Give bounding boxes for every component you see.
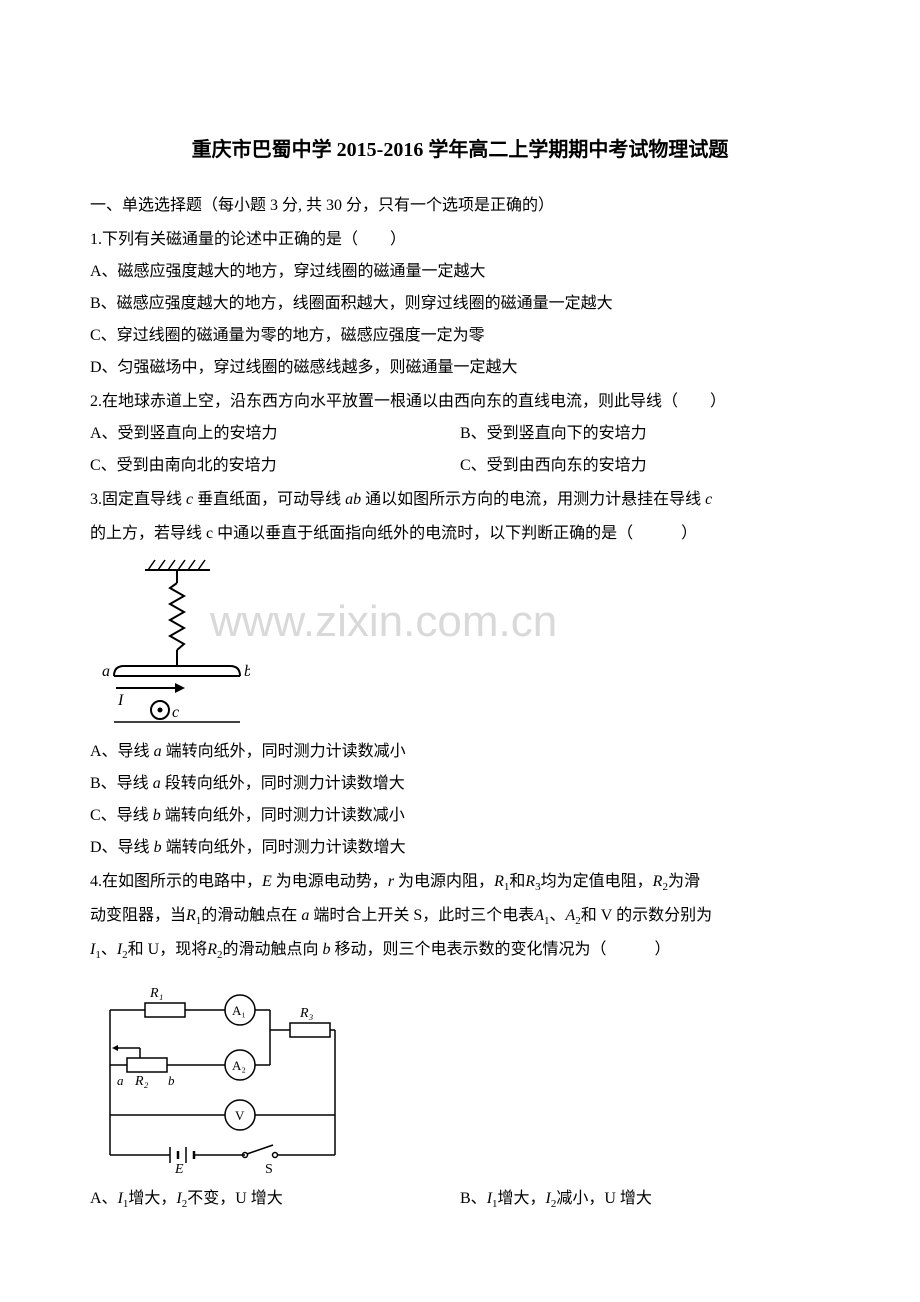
fig4-V: V [235,1108,245,1123]
q3b-it: a [153,775,161,792]
fig4-a: a [117,1073,124,1088]
fig4-R3: R₃ [299,1006,314,1021]
q4oa1: A、 [90,1190,118,1207]
fig4-E: E [174,1162,184,1175]
q4s2: 为电源电动势， [272,873,388,890]
q3c2: 端转向纸外，同时测力计读数减小 [161,807,405,824]
q3d-it: b [154,839,162,856]
q2-row2: C、受到由南向北的安培力 C、受到由西向东的安培力 [90,450,830,482]
q2-stem: 2.在地球赤道上空，沿东西方向水平放置一根通以由西向东的直线电流，则此导线（ ） [90,386,830,418]
q3c-it: b [153,807,161,824]
fig3-c: c [172,704,179,721]
q3-figure-wrap: www.zixin.com.cn a b [90,558,830,728]
q3-option-d: D、导线 b 端转向纸外，同时测力计读数增大 [90,832,830,864]
q3-svg: a b I c [90,558,250,728]
fig3-I: I [117,692,124,709]
q4A1: A [534,907,544,924]
q3-c2: c [705,491,712,508]
q3b1: B、导线 [90,775,153,792]
q4s3: 为电源内阻， [394,873,494,890]
fig3-b: b [244,663,250,680]
q4s5: 均为定值电阻， [541,873,653,890]
q3a-it: a [154,743,162,760]
q1-stem: 1.下列有关磁通量的论述中正确的是（ ） [90,224,830,256]
q4l2e: 和 V 的示数分别为 [581,907,712,924]
fig4-R1: R₁ [149,986,163,1001]
exam-title: 重庆市巴蜀中学 2015-2016 学年高二上学期期中考试物理试题 [90,130,830,170]
q4R1b: R [186,907,196,924]
q1-option-d: D、匀强磁场中，穿过线圈的磁感线越多，则磁通量一定越大 [90,352,830,384]
q4l2d: 、 [550,907,566,924]
q2-option-a: A、受到竖直向上的安培力 [90,418,460,450]
fig4-A2: A₂ [232,1058,246,1073]
fig3-a: a [102,663,110,680]
q4-option-a: A、I1增大，I2不变，U 增大 [90,1183,460,1215]
q4l3b: 、 [101,941,117,958]
q3a1: A、导线 [90,743,154,760]
q4ob1: B、 [460,1190,487,1207]
q4-opt-row: A、I1增大，I2不变，U 增大 B、I1增大，I2减小，U 增大 [90,1183,830,1215]
exam-page: 重庆市巴蜀中学 2015-2016 学年高二上学期期中考试物理试题 一、单选选择… [0,0,920,1255]
q2-row1: A、受到竖直向上的安培力 B、受到竖直向下的安培力 [90,418,830,450]
q2-option-b: B、受到竖直向下的安培力 [460,418,830,450]
q3d1: D、导线 [90,839,154,856]
q3-s3: 通以如图所示方向的电流，用测力计悬挂在导线 [361,491,705,508]
q3-ab: ab [345,491,361,508]
q3-s1: 3.固定直导线 [90,491,186,508]
q4oa2: 增大， [128,1190,176,1207]
q3-option-a: A、导线 a 端转向纸外，同时测力计读数减小 [90,736,830,768]
q4l2c: 端时合上开关 S，此时三个电表 [309,907,534,924]
q3c1: C、导线 [90,807,153,824]
q4R1: R [494,873,504,890]
q4-figure: E S R₁ A₁ R₃ [90,975,830,1175]
q4l3e: 移动，则三个电表示数的变化情况为（ ） [331,941,671,958]
q4ob2: 增大， [498,1190,546,1207]
q3-option-c: C、导线 b 端转向纸外，同时测力计读数减小 [90,800,830,832]
q3-option-b: B、导线 a 段转向纸外，同时测力计读数增大 [90,768,830,800]
q4E: E [262,873,272,890]
q4s1: 4.在如图所示的电路中， [90,873,262,890]
q3-figure: a b I c [90,558,830,728]
q4bl: b [323,941,331,958]
q4-stem-line1: 4.在如图所示的电路中，E 为电源电动势，r 为电源内阻，R1和R3均为定值电阻… [90,866,830,898]
q4R2b: R [207,941,217,958]
fig4-A1: A₁ [232,1003,246,1018]
q4l3d: 的滑动触点向 [223,941,323,958]
q3-stem-line1: 3.固定直导线 c 垂直纸面，可动导线 ab 通以如图所示方向的电流，用测力计悬… [90,484,830,516]
q4l3c: 和 U，现将 [128,941,208,958]
q4R3: R [525,873,535,890]
q4-option-b: B、I1增大，I2减小，U 增大 [460,1183,830,1215]
q4oa3: 不变，U 增大 [187,1190,283,1207]
fig4-S: S [265,1162,273,1175]
q4l2a: 动变阻器，当 [90,907,186,924]
fig4-b: b [168,1073,175,1088]
q4-stem-line3: I1、I2和 U，现将R2的滑动触点向 b 移动，则三个电表示数的变化情况为（ … [90,934,830,966]
q1-option-c: C、穿过线圈的磁通量为零的地方，磁感应强度一定为零 [90,320,830,352]
q3d2: 端转向纸外，同时测力计读数增大 [162,839,406,856]
q1-option-b: B、磁感应强度越大的地方，线圈面积越大，则穿过线圈的磁通量一定越大 [90,288,830,320]
q3b2: 段转向纸外，同时测力计读数增大 [161,775,405,792]
q4s4: 和 [509,873,525,890]
q3a2: 端转向纸外，同时测力计读数减小 [162,743,406,760]
q3-stem-line2: 的上方，若导线 c 中通以垂直于纸面指向纸外的电流时，以下判断正确的是（ ） [90,518,830,550]
q2-option-d: C、受到由西向东的安培力 [460,450,830,482]
q4-svg: E S R₁ A₁ R₃ [90,975,350,1175]
q4s6: 为滑 [668,873,700,890]
fig4-R2: R₂ [134,1074,149,1089]
q4-stem-line2: 动变阻器，当R1的滑动触点在 a 端时合上开关 S，此时三个电表A1、A2和 V… [90,900,830,932]
q4ob3: 减小，U 增大 [556,1190,652,1207]
q1-option-a: A、磁感应强度越大的地方，穿过线圈的磁通量一定越大 [90,256,830,288]
q4l2b: 的滑动触点在 [201,907,301,924]
section-header: 一、单选选择题（每小题 3 分, 共 30 分，只有一个选项是正确的） [90,190,830,222]
q2-option-c: C、受到由南向北的安培力 [90,450,460,482]
q3-s2: 垂直纸面，可动导线 [193,491,345,508]
q4R2: R [653,873,663,890]
q4A2: A [566,907,576,924]
